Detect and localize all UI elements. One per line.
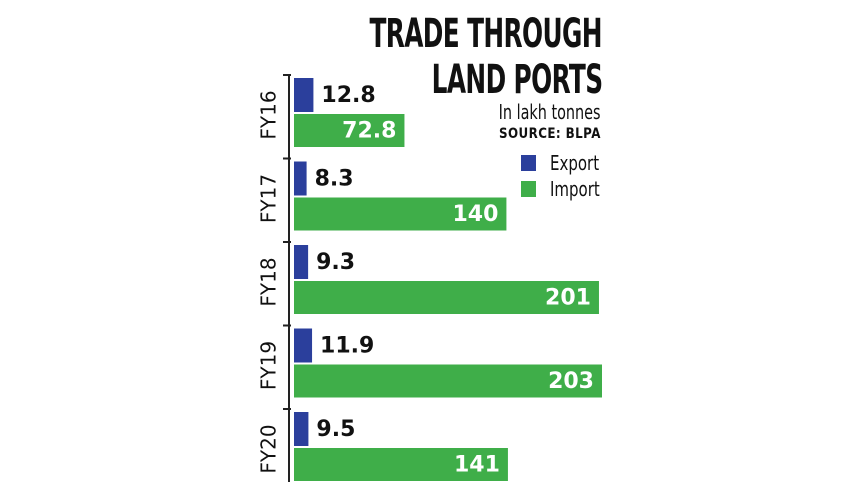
chart-subtitle: In lakh tonnes — [499, 100, 601, 124]
label-import-fy17: 140 — [452, 202, 498, 227]
legend-swatch-import — [521, 181, 536, 197]
legend-item-export: Export — [521, 150, 616, 176]
bar-import-fy16 — [294, 114, 405, 147]
legend-swatch-export — [521, 155, 536, 171]
label-export-fy17: 8.3 — [315, 167, 354, 192]
category-label-fy16: FY16 — [257, 90, 281, 139]
label-import-fy20: 141 — [454, 453, 500, 478]
category-label-fy20: FY20 — [257, 424, 281, 473]
bar-import-fy20 — [294, 448, 508, 481]
bar-export-fy19 — [294, 328, 313, 363]
bar-export-fy16 — [294, 78, 314, 112]
chart-title-line-1: TRADE THROUGH — [369, 11, 603, 57]
category-label-fy19: FY19 — [257, 341, 281, 390]
legend-label-export: Export — [550, 151, 600, 175]
legend-item-import: Import — [521, 176, 616, 202]
label-export-fy19: 11.9 — [320, 334, 374, 359]
legend: Export Import — [521, 150, 616, 202]
label-export-fy16: 12.8 — [321, 83, 375, 108]
label-import-fy16: 72.8 — [342, 119, 396, 144]
bar-import-fy17 — [294, 197, 507, 231]
chart-source: SOURCE: BLPA — [499, 126, 601, 142]
bar-import-fy19 — [294, 364, 602, 398]
chart-title-line-2: LAND PORTS — [431, 57, 602, 103]
label-import-fy18: 201 — [545, 286, 591, 311]
bar-import-fy18 — [294, 281, 599, 314]
category-label-fy18: FY18 — [257, 257, 281, 306]
bar-export-fy20 — [294, 412, 309, 446]
bar-export-fy18 — [294, 245, 309, 279]
label-export-fy18: 9.3 — [316, 250, 355, 275]
label-import-fy19: 203 — [548, 369, 594, 394]
bar-export-fy17 — [294, 161, 307, 196]
legend-label-import: Import — [550, 177, 600, 201]
category-label-fy17: FY17 — [257, 174, 281, 223]
label-export-fy20: 9.5 — [316, 417, 355, 442]
